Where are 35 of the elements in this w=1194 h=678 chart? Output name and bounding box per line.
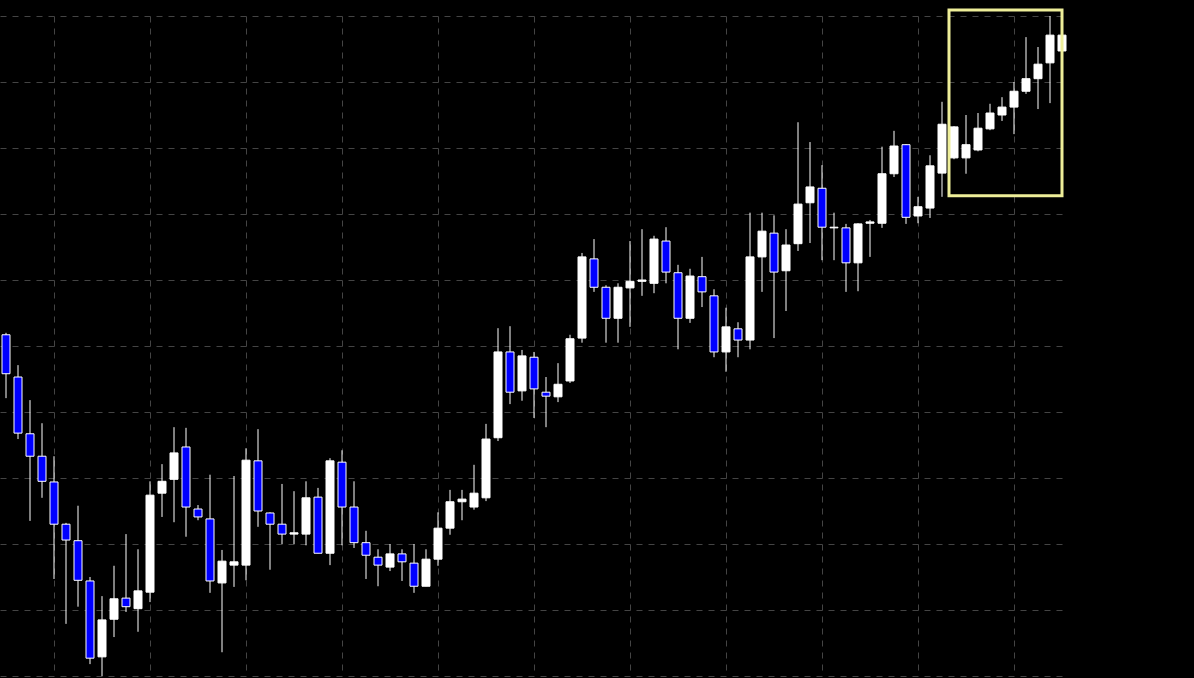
candlestick [805, 141, 815, 244]
candlestick [1009, 81, 1019, 135]
candlestick [913, 196, 923, 224]
candlestick [217, 549, 227, 653]
candlestick [961, 114, 971, 175]
candlestick [829, 212, 839, 261]
candlestick [373, 548, 383, 587]
candlestick [109, 565, 119, 638]
candlestick [121, 533, 131, 613]
candlestick [553, 362, 563, 403]
candlestick [625, 240, 635, 328]
candlestick [637, 228, 647, 297]
candlestick [61, 522, 71, 625]
candlestick [469, 464, 479, 511]
candlestick [157, 463, 167, 518]
candlestick [1033, 46, 1043, 110]
candlestick [265, 511, 275, 571]
candlestick [361, 530, 371, 580]
candlestick [289, 490, 299, 545]
candlestick [385, 543, 395, 572]
candlestick [1021, 36, 1031, 95]
candlestick [397, 548, 407, 582]
candlestick [985, 103, 995, 131]
candlestick [733, 321, 743, 358]
candlestick [25, 399, 35, 522]
candlestick [997, 96, 1007, 122]
candlestick [133, 548, 143, 633]
candlestick [457, 489, 467, 521]
candlestick [541, 376, 551, 428]
candlestick [409, 543, 419, 594]
candlestick [229, 475, 239, 588]
candlestick [277, 483, 287, 545]
candlestick [865, 219, 875, 258]
candlestick [973, 112, 983, 152]
candlestick [697, 256, 707, 308]
